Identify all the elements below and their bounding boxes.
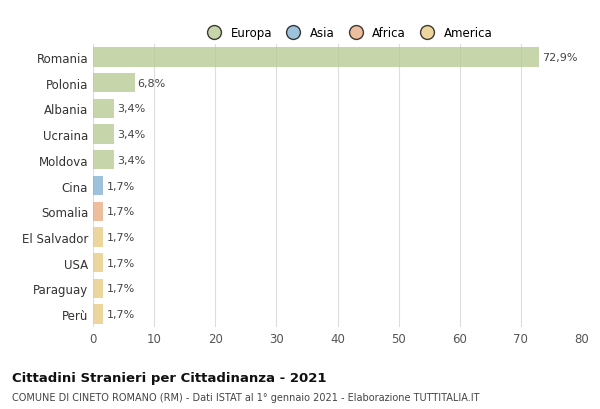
Bar (93, 48, 539, 67)
Bar (93, 74, 134, 93)
Text: 72,9%: 72,9% (542, 53, 577, 63)
Bar (93, 202, 103, 221)
Text: 3,4%: 3,4% (117, 104, 145, 114)
Text: 6,8%: 6,8% (137, 79, 166, 88)
Bar (93, 176, 103, 196)
Text: 1,7%: 1,7% (106, 309, 134, 319)
Bar (93, 99, 114, 119)
Bar (93, 279, 103, 298)
Bar (93, 254, 103, 273)
Text: 1,7%: 1,7% (106, 181, 134, 191)
Text: 1,7%: 1,7% (106, 207, 134, 217)
Text: COMUNE DI CINETO ROMANO (RM) - Dati ISTAT al 1° gennaio 2021 - Elaborazione TUTT: COMUNE DI CINETO ROMANO (RM) - Dati ISTA… (12, 392, 479, 402)
Text: Cittadini Stranieri per Cittadinanza - 2021: Cittadini Stranieri per Cittadinanza - 2… (12, 371, 326, 384)
Text: 1,7%: 1,7% (106, 258, 134, 268)
Bar (93, 305, 103, 324)
Text: 3,4%: 3,4% (117, 155, 145, 165)
Legend: Europa, Asia, Africa, America: Europa, Asia, Africa, America (197, 22, 497, 45)
Text: 1,7%: 1,7% (106, 232, 134, 243)
Bar (93, 125, 114, 144)
Text: 3,4%: 3,4% (117, 130, 145, 140)
Bar (93, 151, 114, 170)
Bar (93, 228, 103, 247)
Text: 1,7%: 1,7% (106, 284, 134, 294)
